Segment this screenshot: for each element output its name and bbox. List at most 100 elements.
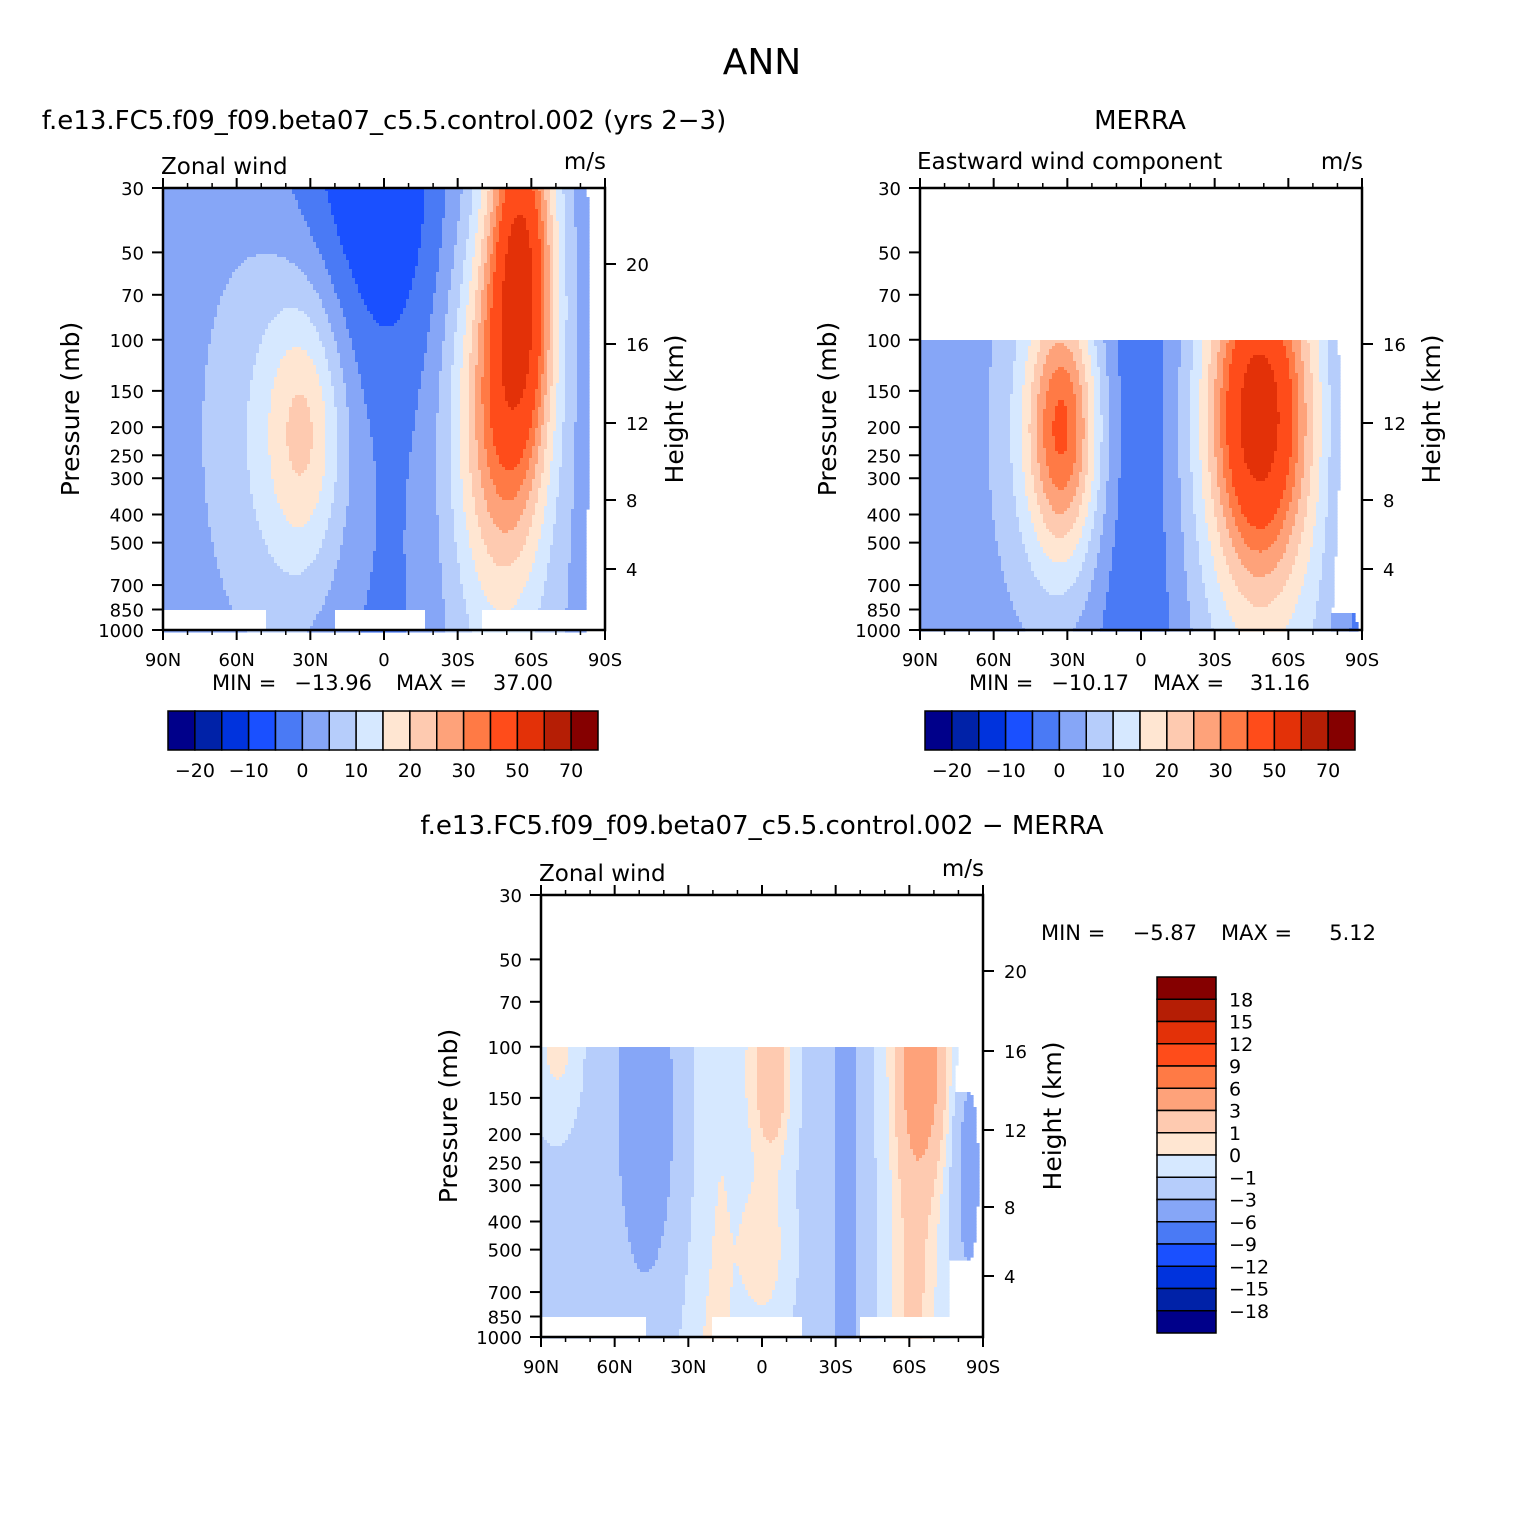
field-cell bbox=[1040, 463, 1047, 467]
field-cell bbox=[550, 200, 557, 204]
field-cell bbox=[439, 248, 455, 252]
field-cell bbox=[337, 464, 350, 468]
field-cell bbox=[460, 437, 470, 441]
field-cell bbox=[1076, 427, 1086, 431]
field-cell bbox=[1223, 460, 1230, 464]
field-cell bbox=[424, 359, 443, 363]
field-cell bbox=[514, 560, 536, 564]
field-cell bbox=[1082, 463, 1089, 467]
field-cell bbox=[550, 476, 560, 480]
field-cell bbox=[1037, 493, 1047, 497]
field-cell bbox=[565, 284, 578, 288]
field-cell bbox=[553, 455, 563, 459]
field-cell bbox=[577, 350, 590, 354]
min-value: −13.96 bbox=[294, 671, 372, 695]
field-cell bbox=[1037, 502, 1050, 506]
field-cell bbox=[163, 605, 233, 609]
field-cell bbox=[268, 440, 287, 444]
field-cell bbox=[568, 587, 587, 591]
field-cell bbox=[547, 503, 557, 507]
field-cell bbox=[577, 251, 590, 255]
field-cell bbox=[538, 407, 545, 411]
field-cell bbox=[505, 398, 521, 402]
field-cell bbox=[1094, 400, 1101, 404]
field-cell bbox=[247, 467, 272, 471]
field-cell bbox=[409, 455, 437, 459]
field-cell bbox=[1046, 355, 1074, 359]
field-cell bbox=[532, 518, 545, 522]
field-cell bbox=[556, 203, 566, 207]
field-cell bbox=[163, 200, 299, 204]
field-cell bbox=[562, 425, 575, 429]
field-cell bbox=[541, 431, 548, 435]
field-cell bbox=[208, 503, 254, 507]
field-cell bbox=[1298, 436, 1305, 440]
field-cell bbox=[550, 317, 554, 321]
field-cell bbox=[544, 371, 548, 375]
field-cell bbox=[346, 515, 377, 519]
field-cell bbox=[1220, 409, 1227, 413]
field-cell bbox=[568, 317, 578, 321]
field-cell bbox=[989, 370, 1014, 374]
field-cell bbox=[1181, 355, 1194, 359]
field-cell bbox=[1106, 349, 1119, 353]
field-cell bbox=[550, 341, 554, 345]
field-cell bbox=[1310, 493, 1320, 497]
field-cell bbox=[1292, 379, 1299, 383]
field-cell bbox=[325, 266, 350, 270]
panel-merra: MERRA Eastward wind component m/s 90N 60N… bbox=[813, 106, 1446, 782]
field-cell bbox=[163, 527, 212, 531]
field-cell bbox=[1067, 424, 1077, 428]
field-cell bbox=[505, 395, 524, 399]
field-cell bbox=[538, 362, 545, 366]
field-cell bbox=[565, 218, 575, 222]
field-cell bbox=[1277, 448, 1293, 452]
field-cell bbox=[1109, 469, 1122, 473]
field-cell bbox=[1085, 370, 1092, 374]
field-cell bbox=[274, 485, 323, 489]
field-cell bbox=[445, 329, 458, 333]
field-cell bbox=[421, 227, 443, 231]
field-cell bbox=[163, 320, 215, 324]
field-cell bbox=[439, 269, 452, 273]
field-cell bbox=[1013, 364, 1026, 368]
field-cell bbox=[163, 494, 206, 498]
field-cell bbox=[217, 305, 323, 309]
field-cell bbox=[439, 515, 455, 519]
terrain-mask bbox=[163, 610, 266, 630]
field-cell bbox=[541, 380, 548, 384]
field-cell bbox=[1109, 376, 1122, 380]
field-cell bbox=[295, 197, 329, 201]
field-cell bbox=[283, 512, 314, 516]
field-cell bbox=[490, 338, 503, 342]
field-cell bbox=[992, 502, 1017, 506]
colorbar-swatch bbox=[355, 710, 384, 751]
field-cell bbox=[1193, 472, 1203, 476]
field-cell bbox=[448, 308, 458, 312]
field-cell bbox=[1211, 493, 1221, 497]
field-cell bbox=[352, 269, 416, 273]
field-cell bbox=[247, 449, 269, 453]
field-cell bbox=[1094, 424, 1104, 428]
field-cell bbox=[1205, 511, 1215, 515]
field-cell bbox=[349, 491, 377, 495]
field-cell bbox=[1010, 445, 1023, 449]
field-cell bbox=[439, 560, 458, 564]
field-cell bbox=[1220, 406, 1227, 410]
field-cell bbox=[1121, 397, 1164, 401]
field-cell bbox=[1322, 421, 1332, 425]
field-cell bbox=[163, 359, 209, 363]
field-cell bbox=[547, 356, 554, 360]
field-cell bbox=[1037, 355, 1047, 359]
field-cell bbox=[163, 533, 212, 537]
field-cell bbox=[451, 470, 461, 474]
field-cell bbox=[550, 461, 563, 465]
field-cell bbox=[250, 398, 272, 402]
field-cell bbox=[568, 581, 587, 585]
field-cell bbox=[1313, 448, 1323, 452]
field-cell bbox=[439, 377, 452, 381]
field-cell bbox=[574, 464, 590, 468]
field-cell bbox=[376, 467, 410, 471]
field-cell bbox=[265, 332, 320, 336]
field-cell bbox=[469, 458, 479, 462]
